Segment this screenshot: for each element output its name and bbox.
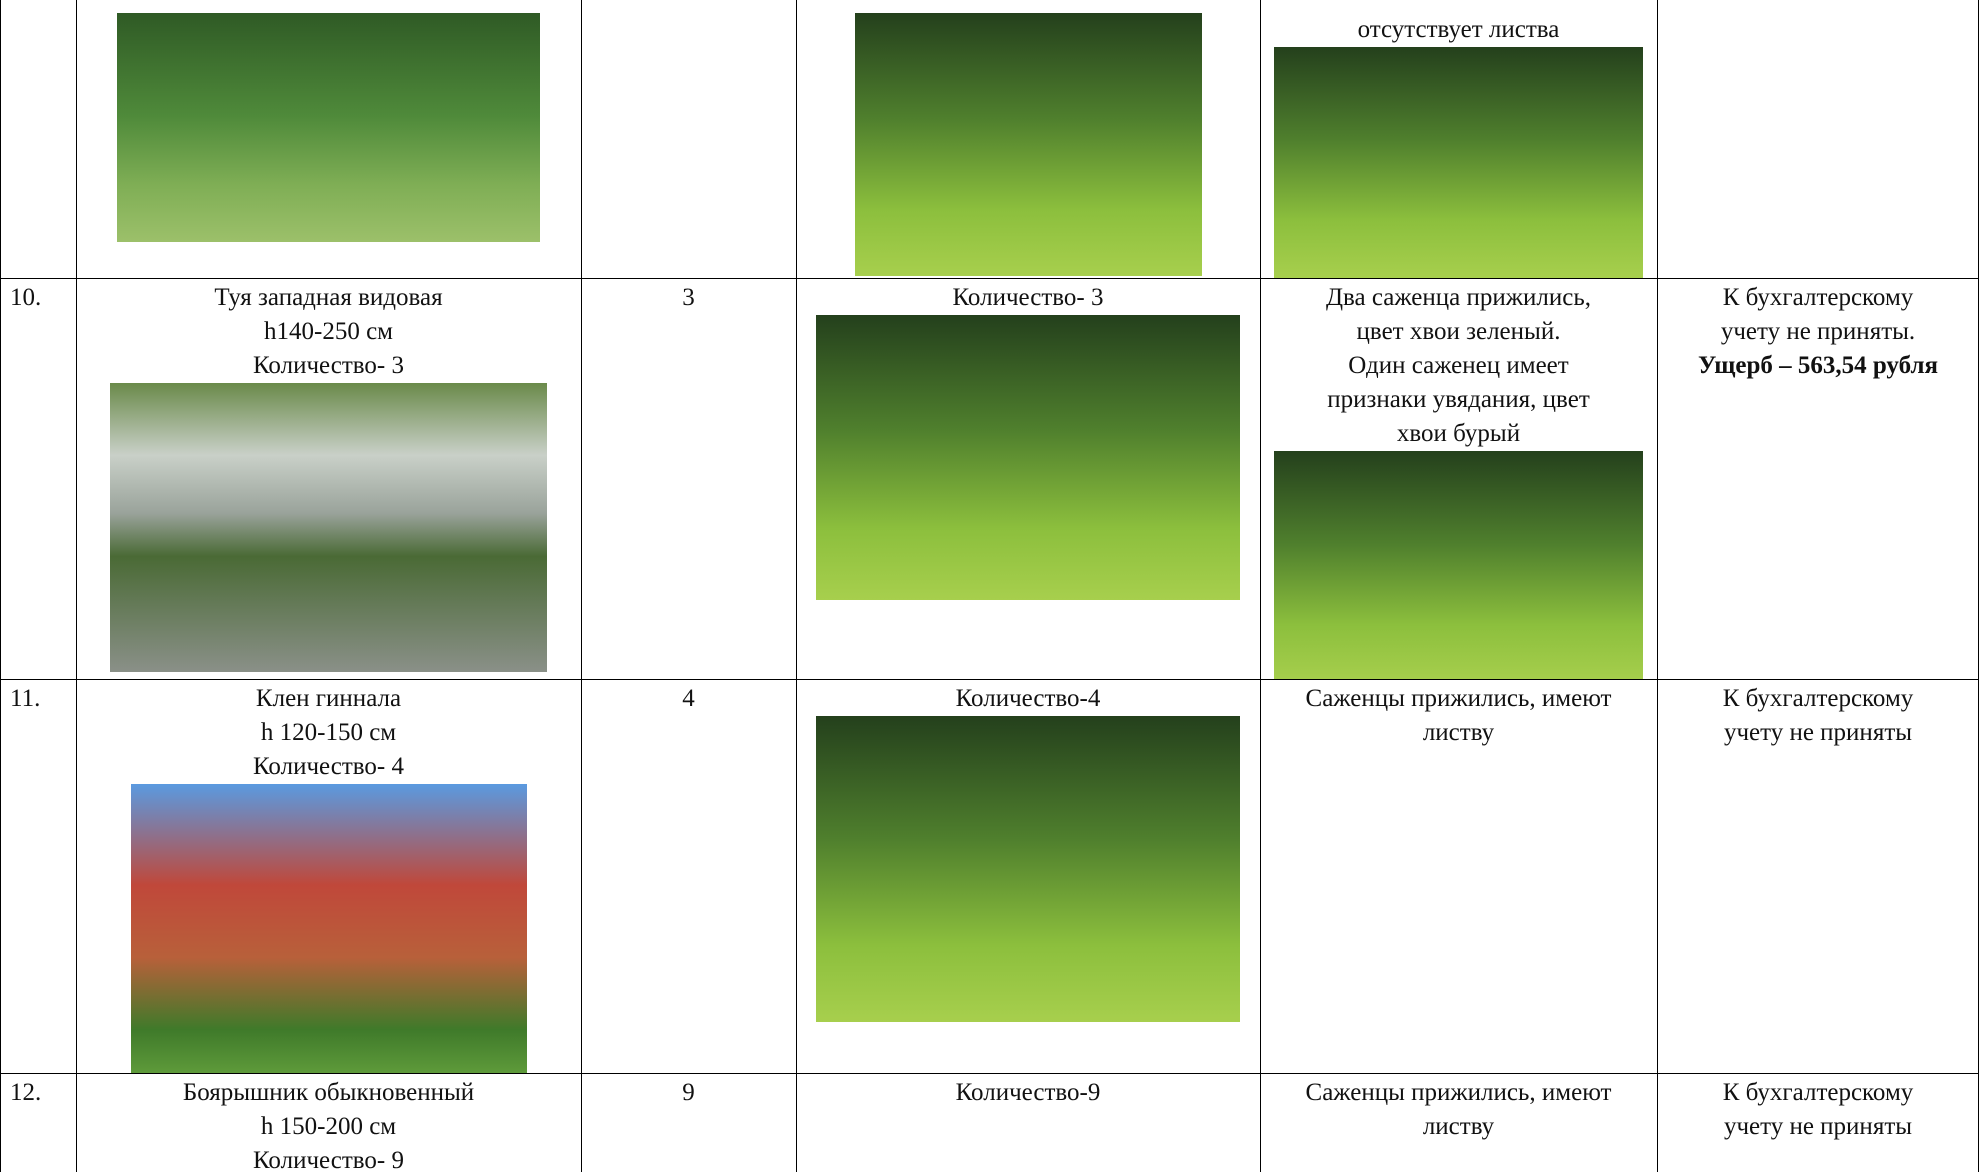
cell-text: h 150-200 см bbox=[260, 1113, 397, 1140]
cell-text: 12. bbox=[10, 1079, 42, 1106]
photo bbox=[816, 315, 1240, 600]
cell-text: Два саженца прижились, bbox=[1325, 284, 1592, 311]
table-cell: К бухгалтерскому учету не приняты bbox=[1657, 679, 1979, 1073]
photo bbox=[130, 784, 527, 1073]
cell-text: К бухгалтерскому bbox=[1722, 685, 1914, 712]
cell-text: учету не приняты bbox=[1723, 1113, 1913, 1140]
cell-text: К бухгалтерскому bbox=[1722, 1079, 1914, 1106]
table-cell: Саженцы прижились, имеют листву bbox=[1260, 1073, 1657, 1172]
cell-text: 11. bbox=[10, 685, 41, 712]
photo bbox=[854, 13, 1202, 276]
table-cell: Боярышник обыкновенный h 150-200 см Количе… bbox=[76, 1073, 581, 1172]
cell-text: Клен гиннала bbox=[255, 685, 402, 712]
photo bbox=[117, 13, 540, 242]
table-cell bbox=[0, 0, 76, 278]
cell-text: листву bbox=[1422, 1113, 1495, 1140]
cell-text: Один саженец имеет bbox=[1348, 352, 1569, 379]
border-line bbox=[0, 0, 1, 1172]
photo bbox=[816, 716, 1240, 1022]
damage-text: Ущерб – 563,54 рубля bbox=[1697, 352, 1939, 379]
cell-text: признаки увядания, цвет bbox=[1327, 386, 1590, 413]
table-cell: Количество-9 bbox=[796, 1073, 1260, 1172]
table-cell: Количество- 3 bbox=[796, 278, 1260, 679]
cell-text: Туя западная видовая bbox=[214, 284, 443, 311]
cell-text: Боярышник обыкновенный bbox=[182, 1079, 475, 1106]
table-cell: Два саженца прижились, цвет хвои зеленый.… bbox=[1260, 278, 1657, 679]
cell-text: Количество- 3 bbox=[253, 352, 404, 379]
cell-text: Количество- 4 bbox=[253, 753, 404, 780]
table-cell bbox=[1657, 0, 1979, 278]
cell-text: учету не приняты bbox=[1723, 719, 1913, 746]
table-cell: Количество-4 bbox=[796, 679, 1260, 1073]
cell-text: хвои бурый bbox=[1396, 420, 1521, 447]
table-cell bbox=[581, 0, 796, 278]
cell-text: листву bbox=[1422, 719, 1495, 746]
border-line bbox=[0, 679, 1979, 680]
border-line bbox=[796, 0, 797, 1172]
cell-text: учету не приняты. bbox=[1720, 318, 1916, 345]
cell-text: h140-250 см bbox=[264, 318, 393, 345]
border-line bbox=[76, 0, 77, 1172]
table-cell: отсутствует листва bbox=[1260, 0, 1657, 278]
table-cell bbox=[76, 0, 581, 278]
cell-text: Количество-9 bbox=[955, 1079, 1101, 1106]
border-line bbox=[0, 278, 1979, 279]
border-line bbox=[0, 1073, 1979, 1074]
border-line bbox=[1260, 0, 1261, 1172]
cell-text: 10. bbox=[10, 284, 42, 311]
cell-text: Саженцы прижились, имеют bbox=[1305, 685, 1612, 712]
table-cell: Клен гиннала h 120-150 см Количество- 4 bbox=[76, 679, 581, 1073]
border-line bbox=[581, 0, 582, 1172]
cell-text: 4 bbox=[682, 685, 695, 712]
cell-text: отсутствует листва bbox=[1357, 16, 1560, 43]
table-cell: Туя западная видовая h140-250 см Количеств… bbox=[76, 278, 581, 679]
cell-text: Количество- 9 bbox=[253, 1147, 404, 1172]
table-cell: 4 bbox=[581, 679, 796, 1073]
cell-text: Количество-4 bbox=[955, 685, 1101, 712]
table-cell: 9 bbox=[581, 1073, 796, 1172]
table-cell: К бухгалтерскому учету не приняты bbox=[1657, 1073, 1979, 1172]
table-cell: 10. bbox=[0, 278, 76, 679]
photo bbox=[110, 383, 547, 672]
border-line bbox=[1657, 0, 1658, 1172]
table-cell bbox=[796, 0, 1260, 278]
cell-text: h 120-150 см bbox=[260, 719, 397, 746]
table-cell: 12. bbox=[0, 1073, 76, 1172]
cell-text: Саженцы прижились, имеют bbox=[1305, 1079, 1612, 1106]
table-cell: К бухгалтерскому учету не приняты. Ущерб –… bbox=[1657, 278, 1979, 679]
table-cell: 11. bbox=[0, 679, 76, 1073]
cell-text: Количество- 3 bbox=[952, 284, 1104, 311]
photo bbox=[1274, 451, 1643, 679]
cell-text: К бухгалтерскому bbox=[1722, 284, 1914, 311]
cell-text: цвет хвои зеленый. bbox=[1356, 318, 1561, 345]
cell-text: 3 bbox=[682, 284, 695, 311]
photo bbox=[1274, 47, 1643, 278]
table-cell: Саженцы прижились, имеют листву bbox=[1260, 679, 1657, 1073]
cell-text: 9 bbox=[682, 1079, 695, 1106]
table-cell: 3 bbox=[581, 278, 796, 679]
